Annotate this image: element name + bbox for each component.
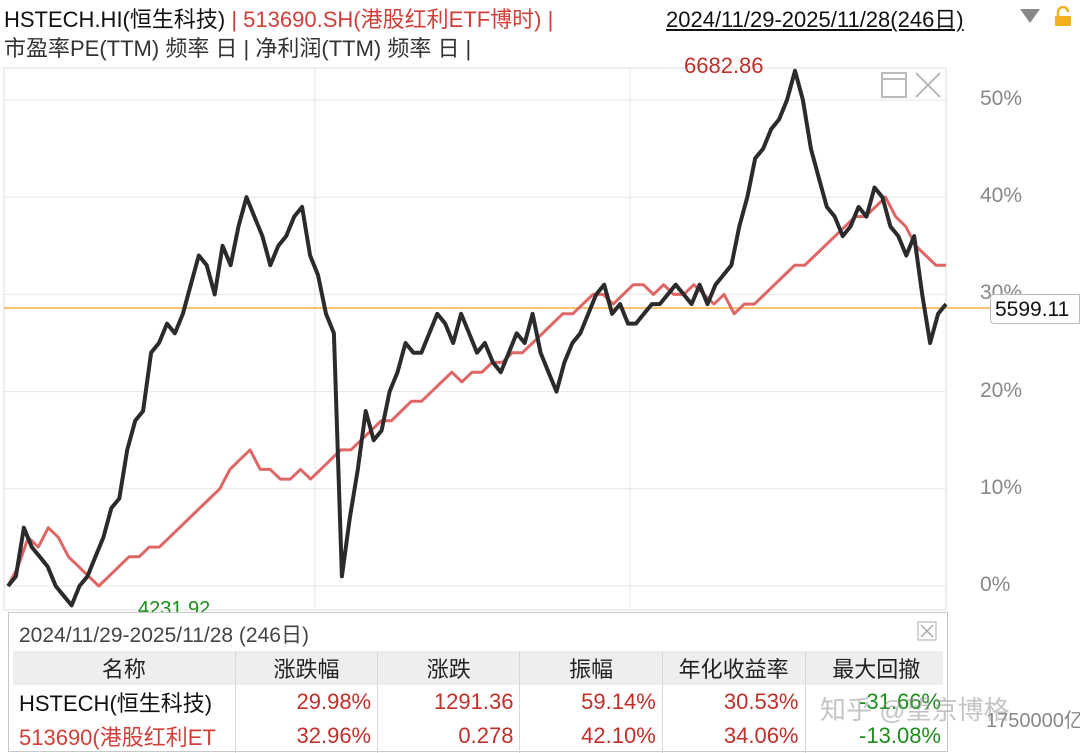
col-header-name: 名称	[13, 651, 236, 685]
col-header-chg: 涨跌	[377, 651, 521, 685]
row-ann: 30.53%	[662, 685, 806, 719]
plot-border	[3, 67, 947, 611]
comparison-chart[interactable]	[0, 62, 1080, 622]
table-row[interactable]: HSTECH(恒生科技) 29.98% 1291.36 59.14% 30.53…	[13, 685, 947, 719]
row-mdd: -31.66%	[859, 689, 941, 714]
table-header-row: 名称 涨跌幅 涨跌 振幅 年化收益率 最大回撤	[13, 651, 947, 685]
chart-canvas[interactable]	[0, 62, 1080, 622]
chart-header: HSTECH.HI(恒生科技) | 513690.SH(港股红利ETF博时) |…	[0, 0, 1080, 61]
row-name: 513690(港股红利ET	[13, 719, 236, 753]
metrics-line: 市盈率PE(TTM) 频率 日 | 净利润(TTM) 频率 日 |	[4, 36, 472, 61]
series-line	[6, 195, 946, 588]
panel-title: 2024/11/29-2025/11/28 (246日)	[19, 624, 309, 647]
y-tick-label: 50%	[980, 87, 1023, 110]
volume-label: 1750000亿	[986, 710, 1080, 732]
row-mdd: -13.08%	[859, 723, 941, 748]
y-tick-label: 40%	[980, 184, 1023, 208]
date-range-selector[interactable]: 2024/11/29-2025/11/28(246日)	[666, 7, 964, 32]
maximize-icon	[881, 72, 907, 98]
row-ann: 34.06%	[662, 719, 806, 753]
row-name: HSTECH(恒生科技)	[13, 685, 236, 719]
table-row[interactable]: 513690(港股红利ET 32.96% 0.278 42.10% 34.06%…	[13, 719, 947, 753]
etf-symbol[interactable]: 513690.SH(港股红利ETF博时)	[243, 7, 542, 32]
stats-panel: 2024/11/29-2025/11/28 (246日) 名称 涨跌幅 涨跌 振…	[8, 612, 948, 753]
y-tick-label: 0%	[980, 573, 1011, 596]
row-amp: 59.14%	[519, 685, 663, 719]
col-header-amp: 振幅	[519, 651, 663, 685]
etf-series-line	[6, 195, 946, 588]
stats-table: 名称 涨跌幅 涨跌 振幅 年化收益率 最大回撤 HSTECH(恒生科技) 29.…	[13, 651, 947, 753]
row-pct: 29.98%	[235, 685, 379, 719]
row-pct: 32.96%	[235, 719, 379, 753]
close-icon[interactable]	[917, 621, 937, 646]
chevron-down-icon[interactable]	[1018, 6, 1042, 31]
series-line	[6, 68, 948, 608]
index-symbol[interactable]: HSTECH.HI(恒生科技)	[4, 7, 226, 32]
col-header-ann: 年化收益率	[662, 651, 806, 685]
row-chg: 0.278	[377, 719, 521, 753]
row-amp: 42.10%	[519, 719, 663, 753]
y-tick-label: 20%	[980, 378, 1023, 402]
y-tick-label: 10%	[980, 475, 1023, 499]
current-value-tag: 5599.11	[990, 294, 1080, 324]
row-chg: 1291.36	[377, 685, 521, 719]
col-header-pct: 涨跌幅	[235, 651, 379, 685]
symbol-line: HSTECH.HI(恒生科技) | 513690.SH(港股红利ETF博时) |	[4, 2, 553, 34]
chart-window-controls	[880, 70, 944, 105]
grid-lines	[3, 67, 947, 611]
index-series-line	[6, 68, 948, 608]
separator: |	[225, 7, 244, 32]
trailing-separator: |	[541, 7, 554, 32]
lock-icon[interactable]	[1052, 5, 1074, 33]
high-price-label: 6682.86	[684, 53, 764, 78]
col-header-mdd: 最大回撤	[832, 657, 921, 682]
